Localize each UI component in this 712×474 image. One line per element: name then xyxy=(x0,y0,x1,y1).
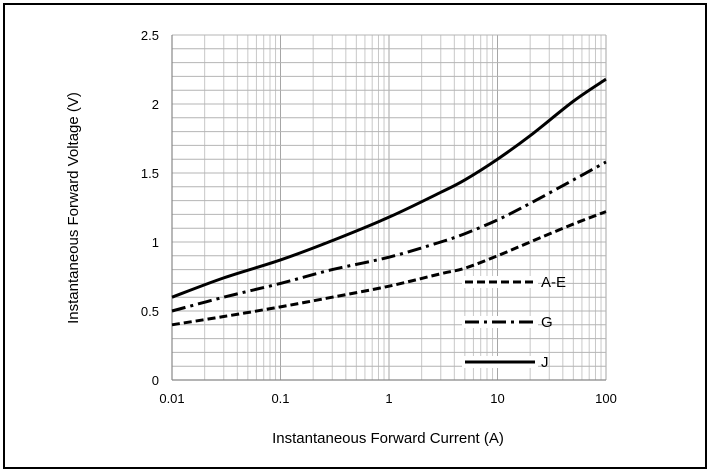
y-tick-label: 0 xyxy=(152,373,159,388)
legend-swatch-bg xyxy=(462,276,538,288)
y-tick-label: 2 xyxy=(152,97,159,112)
chart-frame xyxy=(3,3,707,469)
legend: A-E G J xyxy=(462,274,566,371)
y-tick-label: 1 xyxy=(152,235,159,250)
series-lines xyxy=(171,77,607,327)
legend-label-a-e: A-E xyxy=(541,274,566,291)
x-axis-title: Instantaneous Forward Current (A) xyxy=(272,430,504,447)
y-tick-label: 1.5 xyxy=(141,166,159,181)
x-tick-label: 100 xyxy=(595,391,617,406)
legend-label-j: J xyxy=(541,354,549,371)
series-line-j xyxy=(171,77,607,299)
x-tick-label: 0.1 xyxy=(271,391,289,406)
y-tick-label: 0.5 xyxy=(141,304,159,319)
series-line-g xyxy=(171,160,607,313)
x-tick-label: 10 xyxy=(490,391,504,406)
axes: 0.01 0.1 1 10 100 0 0.5 1 1.5 2 2.5 xyxy=(141,28,617,406)
x-tick-label: 1 xyxy=(385,391,392,406)
x-tick-label: 0.01 xyxy=(159,391,184,406)
legend-label-g: G xyxy=(541,314,553,331)
y-tick-label: 2.5 xyxy=(141,28,159,43)
y-axis-title: Instantaneous Forward Voltage (V) xyxy=(65,92,82,324)
